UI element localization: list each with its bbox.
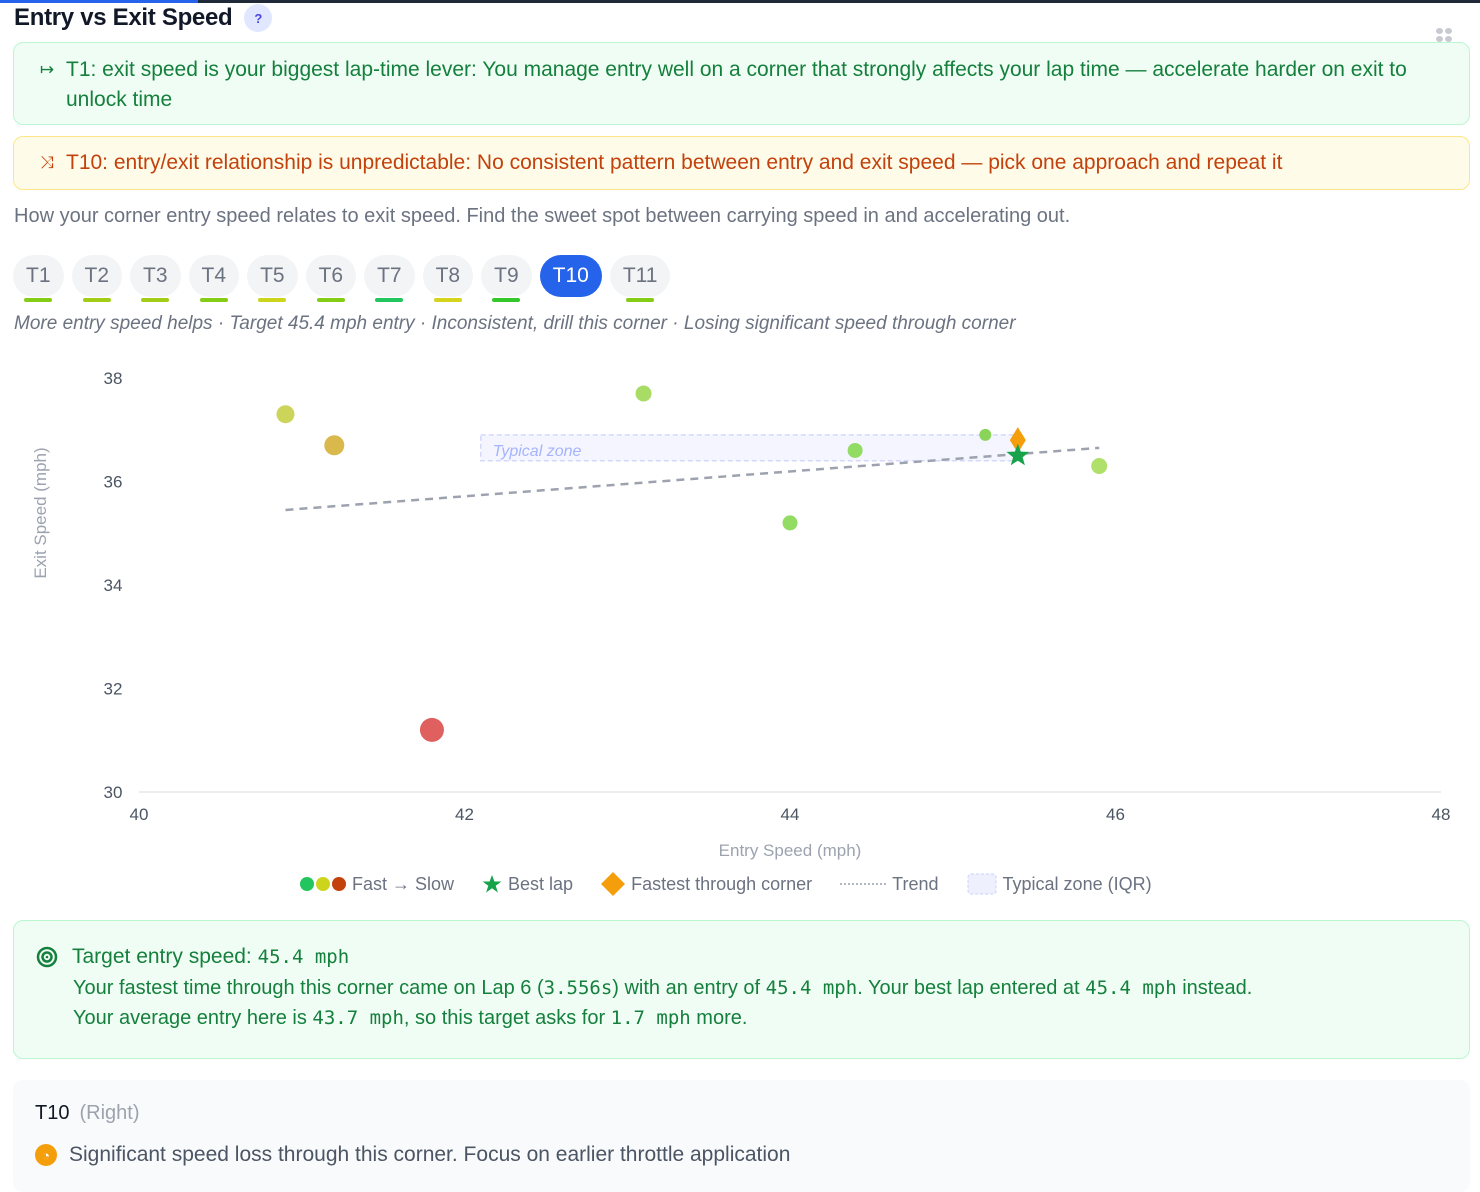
target-value: 45.4 mph <box>257 946 350 968</box>
x-tick-label: 46 <box>1106 805 1125 824</box>
legend-fast-slow: Fast → Slow <box>300 874 454 895</box>
x-tick-label: 48 <box>1432 805 1451 824</box>
tab-rating-bar <box>626 298 655 302</box>
corner-detail-card: T10 (Right) ◔ Significant speed loss thro… <box>13 1080 1470 1192</box>
star-icon <box>482 875 502 893</box>
alert-t10-unpredictable: ⤨ T10: entry/exit relationship is unpred… <box>13 136 1470 190</box>
target-icon <box>36 946 58 968</box>
tab-t8[interactable]: T8 <box>422 255 474 302</box>
alert-text: No consistent pattern between entry and … <box>471 151 1283 174</box>
target-label: Target entry speed: <box>72 945 252 968</box>
lap-point[interactable] <box>635 385 652 402</box>
y-axis-title: Exit Speed (mph) <box>31 447 50 578</box>
y-tick-label: 38 <box>104 369 123 388</box>
tab-rating-bar <box>141 298 170 302</box>
typical-zone-label: Typical zone <box>493 443 582 460</box>
lap-point[interactable] <box>1091 457 1108 474</box>
tab-t1[interactable]: T1 <box>13 255 64 302</box>
legend-trend: Trend <box>840 874 939 895</box>
fastest-corner-diamond[interactable] <box>1009 427 1026 454</box>
tab-t10[interactable]: T10 <box>539 255 602 297</box>
lap-point[interactable] <box>847 442 863 458</box>
tab-rating-bar <box>375 298 404 302</box>
tab-t11[interactable]: T11 <box>609 255 671 302</box>
lap-point[interactable] <box>979 428 992 441</box>
tab-t7[interactable]: T7 <box>364 255 415 302</box>
lap-point[interactable] <box>782 515 798 531</box>
tab-t2[interactable]: T2 <box>71 255 123 302</box>
alert-title: T10: entry/exit relationship is unpredic… <box>66 151 472 174</box>
corner-tabs: T1 T2 T3 T4 T5 T6 T7 T8 T9 T10 T11 <box>13 255 671 302</box>
x-tick-label: 42 <box>455 805 474 824</box>
corner-name: T10 <box>35 1102 70 1124</box>
y-tick-label: 34 <box>104 576 123 595</box>
progress-accent <box>0 0 198 3</box>
help-button[interactable]: ? <box>244 4 273 32</box>
target-entry-speed-card: Target entry speed: 45.4 mph Your fastes… <box>13 920 1470 1059</box>
tab-rating-bar <box>82 298 111 302</box>
top-progress-bar <box>0 0 1480 3</box>
y-tick-label: 36 <box>104 473 123 492</box>
trend-line <box>285 446 1100 512</box>
header: Entry vs Exit Speed ? <box>14 4 273 32</box>
target-explanation-line2: Your average entry here is 43.7 mph, so … <box>73 1007 748 1029</box>
tab-t6[interactable]: T6 <box>305 255 357 302</box>
corner-note: Significant speed loss through this corn… <box>69 1143 791 1166</box>
alert-t1-exit-speed: ↦ T1: exit speed is your biggest lap-tim… <box>13 42 1470 125</box>
x-axis-title: Entry Speed (mph) <box>719 841 862 860</box>
shuffle-icon: ⤨ <box>40 153 54 172</box>
x-tick-label: 40 <box>130 805 149 824</box>
corner-direction: (Right) <box>79 1102 140 1124</box>
tab-rating-bar <box>433 298 462 302</box>
tab-rating-bar <box>24 298 53 302</box>
legend-best-lap: Best lap <box>482 874 573 895</box>
page-title: Entry vs Exit Speed <box>14 4 233 31</box>
chart-legend: Fast → Slow Best lap Fastest through cor… <box>300 872 1180 896</box>
tab-t9[interactable]: T9 <box>481 255 532 302</box>
tab-t3[interactable]: T3 <box>130 255 181 302</box>
tab-rating-bar <box>492 298 521 302</box>
tab-t4[interactable]: T4 <box>188 255 240 302</box>
dashed-line-icon <box>840 883 887 885</box>
zone-box-icon <box>967 873 997 895</box>
tab-rating-bar <box>316 298 345 302</box>
y-tick-label: 32 <box>104 680 123 699</box>
tab-t5[interactable]: T5 <box>247 255 298 302</box>
target-explanation-line1: Your fastest time through this corner ca… <box>73 977 1253 999</box>
lap-point[interactable] <box>324 435 345 456</box>
alert-text: You manage entry well on a corner that s… <box>66 58 1407 111</box>
legend-typical-zone: Typical zone (IQR) <box>967 873 1152 895</box>
legend-fastest-corner: Fastest through corner <box>601 872 812 896</box>
lap-point[interactable] <box>419 717 444 742</box>
x-tick-label: 44 <box>781 805 800 824</box>
tab-rating-bar <box>199 298 228 302</box>
color-scale-dots-icon <box>300 877 346 891</box>
y-tick-label: 30 <box>104 783 123 802</box>
scatter-chart: 30 32 34 36 38 40 42 44 46 48 Entry Speed (mph) Exi… <box>31 369 1451 860</box>
exit-arrow-icon: ↦ <box>39 60 55 79</box>
diamond-icon <box>601 872 626 896</box>
alert-title: T1: exit speed is your biggest lap-time … <box>66 58 477 81</box>
tab-rating-bar <box>258 298 287 302</box>
lap-point[interactable] <box>276 405 295 424</box>
corner-insight-summary: More entry speed helps · Target 45.4 mph… <box>14 313 1016 334</box>
typical-zone-box <box>480 434 1019 462</box>
best-lap-star[interactable] <box>1006 443 1030 466</box>
speedometer-icon: ◔ <box>35 1144 57 1166</box>
chart-description: How your corner entry speed relates to e… <box>14 205 1071 227</box>
